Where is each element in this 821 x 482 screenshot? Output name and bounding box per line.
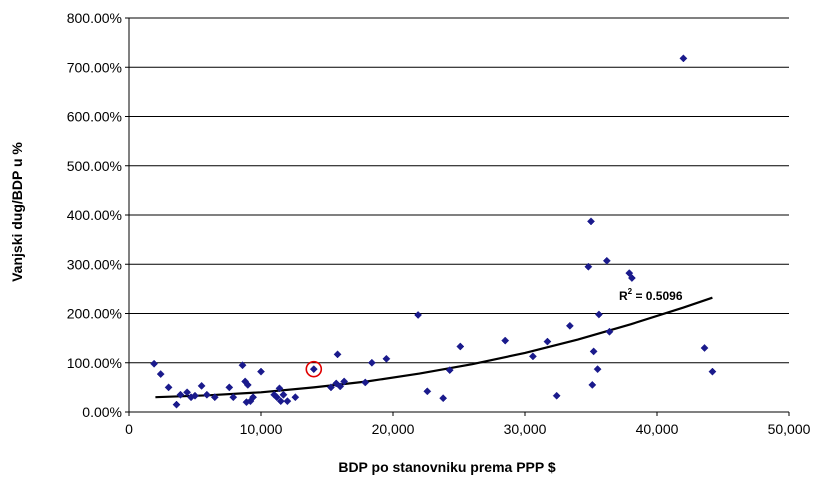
trendline bbox=[155, 296, 713, 399]
x-tick-label: 40,000 bbox=[636, 421, 679, 437]
data-point bbox=[445, 366, 454, 375]
data-point bbox=[249, 393, 258, 402]
data-point bbox=[594, 310, 603, 319]
gridlines bbox=[129, 17, 789, 364]
data-point bbox=[191, 391, 199, 400]
data-point bbox=[414, 311, 423, 319]
data-point bbox=[336, 382, 345, 391]
data-point bbox=[543, 337, 552, 346]
data-point bbox=[283, 397, 292, 406]
data-point bbox=[257, 367, 265, 376]
data-point bbox=[679, 54, 688, 63]
data-point bbox=[291, 393, 300, 402]
x-tick-label: 0 bbox=[125, 421, 133, 437]
data-point bbox=[708, 367, 717, 376]
data-point bbox=[333, 350, 342, 359]
data-point bbox=[501, 336, 510, 345]
data-point bbox=[439, 394, 448, 403]
data-points bbox=[150, 54, 717, 409]
data-point bbox=[589, 347, 598, 356]
data-point bbox=[625, 269, 634, 278]
data-point bbox=[423, 387, 432, 396]
data-point bbox=[700, 344, 709, 352]
data-point bbox=[565, 321, 574, 330]
data-point bbox=[627, 274, 636, 282]
data-point bbox=[588, 380, 597, 389]
y-tick-label: 300.00% bbox=[67, 256, 122, 272]
data-point bbox=[367, 358, 376, 367]
data-point bbox=[584, 262, 593, 271]
x-tick-label: 10,000 bbox=[240, 421, 283, 437]
y-tick-label: 700.00% bbox=[67, 59, 122, 75]
data-point bbox=[229, 393, 238, 402]
data-point bbox=[552, 391, 561, 400]
data-point bbox=[272, 393, 281, 402]
data-point bbox=[605, 327, 614, 336]
data-point bbox=[309, 365, 318, 374]
y-tick-label: 100.00% bbox=[67, 355, 122, 371]
y-tick-label: 500.00% bbox=[67, 158, 122, 174]
y-tick-label: 400.00% bbox=[67, 207, 122, 223]
data-point bbox=[238, 361, 247, 370]
data-point bbox=[172, 400, 181, 409]
y-axis-title: Vanjski dug/BDP u % bbox=[9, 142, 25, 282]
highlight-group bbox=[305, 360, 323, 378]
y-tick-label: 600.00% bbox=[67, 109, 122, 125]
data-point bbox=[156, 370, 165, 379]
data-point bbox=[276, 397, 285, 406]
x-tick-label: 30,000 bbox=[504, 421, 547, 437]
y-tick-label: 800.00% bbox=[67, 10, 122, 26]
data-point bbox=[340, 377, 349, 386]
data-point bbox=[225, 383, 234, 392]
axes bbox=[125, 17, 790, 416]
data-point bbox=[243, 380, 252, 389]
r-squared-label: R2 = 0.5096 bbox=[619, 287, 683, 303]
highlight-circle bbox=[305, 360, 323, 378]
data-point bbox=[327, 383, 335, 392]
data-point bbox=[210, 393, 219, 402]
data-point bbox=[382, 354, 391, 363]
x-axis-title: BDP po stanovniku prema PPP $ bbox=[338, 459, 556, 475]
data-point bbox=[587, 217, 595, 226]
data-point bbox=[150, 359, 159, 368]
data-point bbox=[176, 390, 185, 399]
y-tick-label: 200.00% bbox=[67, 306, 122, 322]
y-tick-labels: 0.00% 100.00% 200.00% 300.00% 400.00% 500.00%… bbox=[67, 10, 122, 420]
trendline-group bbox=[155, 296, 713, 399]
data-point bbox=[456, 342, 465, 351]
data-point bbox=[602, 256, 611, 265]
data-point bbox=[279, 390, 288, 399]
y-tick-label: 0.00% bbox=[82, 404, 122, 420]
data-point bbox=[528, 352, 537, 361]
data-point bbox=[275, 384, 284, 393]
x-tick-label: 20,000 bbox=[372, 421, 415, 437]
data-point bbox=[197, 381, 206, 390]
data-point bbox=[183, 388, 192, 397]
data-point bbox=[164, 383, 173, 392]
data-point bbox=[361, 378, 370, 387]
data-point bbox=[593, 365, 602, 374]
x-tick-labels: 0 10,000 20,000 30,000 40,000 50,000 bbox=[125, 421, 811, 437]
x-tick-label: 50,000 bbox=[768, 421, 811, 437]
data-point bbox=[202, 390, 211, 399]
